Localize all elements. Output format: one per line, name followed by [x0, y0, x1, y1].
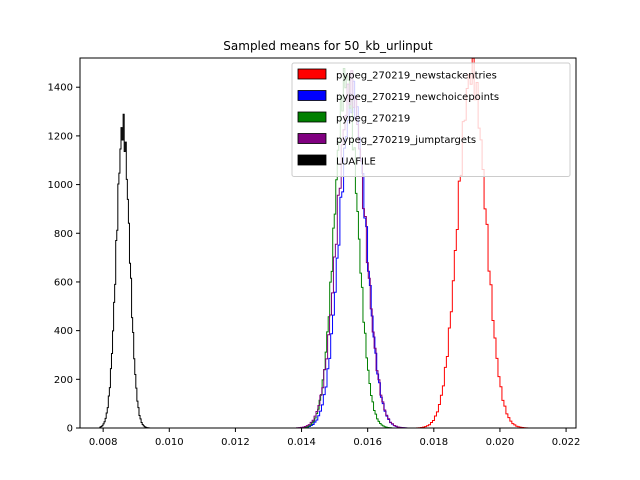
x-tick-label: 0.014: [287, 437, 316, 448]
y-tick-label: 800: [54, 229, 73, 240]
y-tick-label: 200: [54, 375, 73, 386]
legend-swatch: [297, 90, 327, 101]
y-axis: 0 200 400 600 800 1000 1200 1400: [48, 83, 80, 435]
legend-swatch: [297, 133, 327, 144]
legend-label: pypeg_270219_newchoicepoints: [336, 92, 499, 103]
legend-swatch: [297, 154, 327, 166]
y-tick-label: 1000: [48, 180, 73, 191]
legend-swatch: [297, 111, 327, 123]
axes-frame: [79, 57, 577, 429]
x-tick-label: 0.008: [89, 437, 118, 448]
histogram-series-LUAFILE: [99, 113, 153, 429]
legend-label: pypeg_270219_newstackentries: [336, 71, 497, 82]
legend-label: pypeg_270219_jumptargets: [336, 135, 476, 146]
y-tick-label: 1400: [48, 83, 73, 94]
legend-label: pypeg_270219: [336, 114, 410, 125]
legend-swatch: [297, 68, 327, 80]
y-tick-label: 1200: [48, 131, 73, 142]
legend-label: LUAFILE: [336, 157, 376, 168]
y-tick-label: 0: [67, 424, 73, 435]
x-tick-label: 0.022: [552, 437, 581, 448]
y-tick-label: 600: [54, 277, 73, 288]
y-tick-label: 400: [54, 326, 73, 337]
legend-box: [291, 62, 571, 177]
x-tick-label: 0.020: [486, 437, 515, 448]
legend: pypeg_270219_newstackentries pypeg_270219…: [291, 62, 571, 177]
x-tick-label: 0.018: [419, 437, 448, 448]
x-tick-label: 0.012: [221, 437, 250, 448]
x-tick-label: 0.010: [155, 437, 184, 448]
chart-title: Sampled means for 50_kb_urlinput: [223, 39, 433, 53]
x-axis: 0.008 0.010 0.012 0.014 0.016 0.018 0.020 0.022: [89, 428, 581, 448]
x-tick-label: 0.016: [353, 437, 382, 448]
